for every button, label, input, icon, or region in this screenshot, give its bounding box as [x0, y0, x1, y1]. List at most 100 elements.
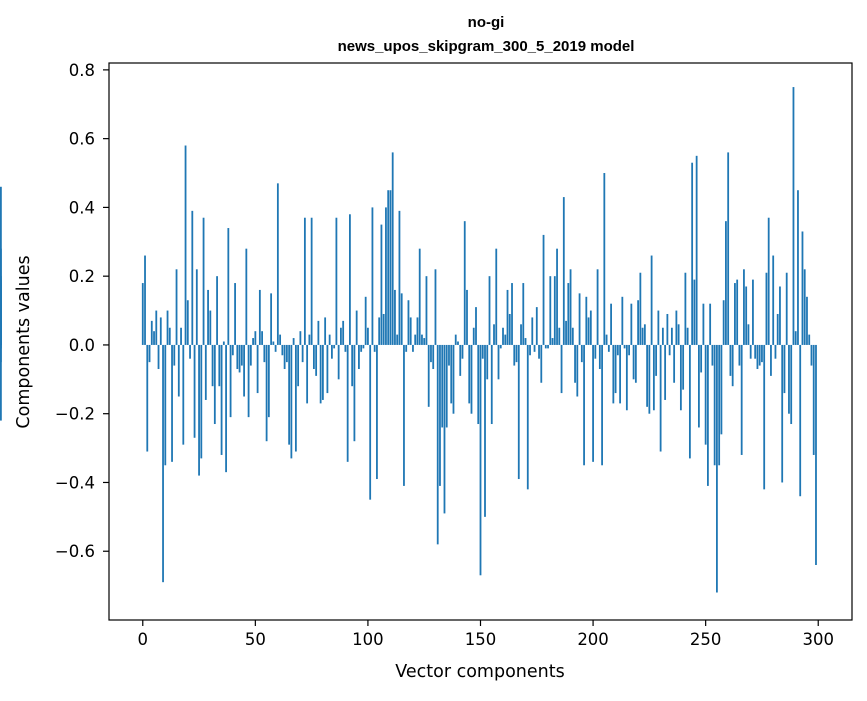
bar-228: [655, 344, 658, 376]
bar-22: [191, 210, 194, 345]
bar-148: [475, 307, 477, 345]
bar-248: [700, 344, 703, 373]
bar-25: [198, 344, 200, 476]
bar-63: [283, 344, 286, 370]
bar-85: [333, 344, 336, 349]
y-tick-label: 0.4: [69, 198, 95, 217]
bar-5: [153, 331, 155, 345]
bar-237: [675, 310, 678, 345]
bar-213: [621, 296, 624, 345]
bar-97: [360, 344, 363, 352]
bar-211: [616, 344, 619, 356]
bar-104: [376, 344, 378, 480]
ticks-layer: 0 50 100 150 200 250 300 −0.6 −0.4 −0.2 0.0 0.2 0.4 0…: [55, 61, 834, 649]
bar-161: [504, 334, 507, 345]
bar-62: [281, 344, 284, 356]
bar-166: [515, 344, 518, 363]
bar-137: [450, 344, 453, 404]
bar-44: [240, 344, 243, 366]
bar-179: [544, 344, 547, 349]
bar-126: [425, 276, 428, 345]
bar-21: [189, 344, 191, 359]
x-tick-label: 50: [245, 630, 266, 649]
bar-167: [517, 344, 520, 480]
bar-177: [540, 344, 543, 383]
bar-268: [745, 286, 748, 345]
bar-194: [578, 293, 581, 345]
bar-206: [605, 334, 608, 345]
bar-154: [488, 276, 491, 345]
bar-98: [362, 344, 365, 349]
bar-49: [252, 338, 254, 345]
bar-16: [177, 344, 180, 397]
bar-87: [337, 344, 340, 380]
bar-110: [389, 190, 392, 345]
bar-208: [610, 303, 612, 345]
bar-114: [398, 210, 401, 345]
bar-289: [792, 87, 795, 345]
bar-239: [679, 344, 682, 411]
bar-125: [423, 338, 426, 345]
bar-50: [254, 331, 257, 345]
bar-210: [614, 344, 617, 394]
bar-51: [256, 344, 259, 394]
bar-199: [589, 310, 592, 345]
bar-257: [720, 344, 723, 435]
bar-4: [150, 320, 153, 345]
bar-20: [186, 300, 189, 345]
bar-119: [409, 317, 412, 345]
bar-8: [159, 317, 162, 345]
bar-41: [234, 283, 236, 345]
y-tick-label: 0.2: [69, 267, 95, 286]
bar-147: [472, 327, 475, 345]
bar-193: [576, 344, 579, 397]
bar-48: [249, 344, 252, 366]
bar-139: [454, 334, 457, 345]
bar-151: [481, 344, 484, 359]
bar-275: [761, 344, 763, 363]
bar-183: [553, 276, 556, 345]
bar-47: [247, 344, 250, 418]
bar-240: [682, 344, 685, 390]
bar-89: [342, 320, 345, 345]
bar-106: [380, 224, 383, 345]
bar-172: [529, 344, 531, 356]
bar-145: [468, 344, 471, 404]
bar-287: [788, 344, 790, 414]
bar-40: [231, 344, 234, 356]
bar-251: [707, 344, 709, 486]
bar-82: [326, 344, 329, 394]
bar-54: [263, 344, 266, 363]
bar-182: [551, 338, 554, 345]
bar-180: [547, 344, 549, 349]
bar-276: [763, 344, 766, 490]
bar-100: [367, 327, 369, 345]
bar-74: [308, 334, 311, 345]
bar-274: [758, 344, 761, 366]
bar-222: [641, 327, 644, 345]
bar-269: [747, 324, 750, 345]
bar-144: [466, 289, 468, 345]
bar-36: [222, 341, 225, 345]
bar-108: [385, 207, 387, 345]
bar-37: [225, 344, 227, 473]
bar-14: [173, 344, 176, 366]
bar-58: [272, 341, 275, 345]
bar-38: [227, 228, 230, 345]
bar-56: [267, 344, 270, 418]
bar-233: [666, 313, 669, 345]
bar-258: [722, 300, 725, 345]
bar-102: [371, 207, 374, 345]
bar-217: [630, 303, 633, 345]
x-tick-label: 150: [465, 630, 497, 649]
bar-282: [776, 313, 779, 345]
x-tick-label: 250: [690, 630, 722, 649]
bar-259: [725, 221, 727, 345]
bar-65: [288, 344, 291, 445]
bar-0: [141, 283, 144, 345]
bar-83: [328, 334, 331, 345]
y-tick-label: 0.6: [69, 130, 95, 149]
y-tick-label: −0.4: [55, 473, 95, 492]
x-tick-label: 0: [138, 630, 149, 649]
